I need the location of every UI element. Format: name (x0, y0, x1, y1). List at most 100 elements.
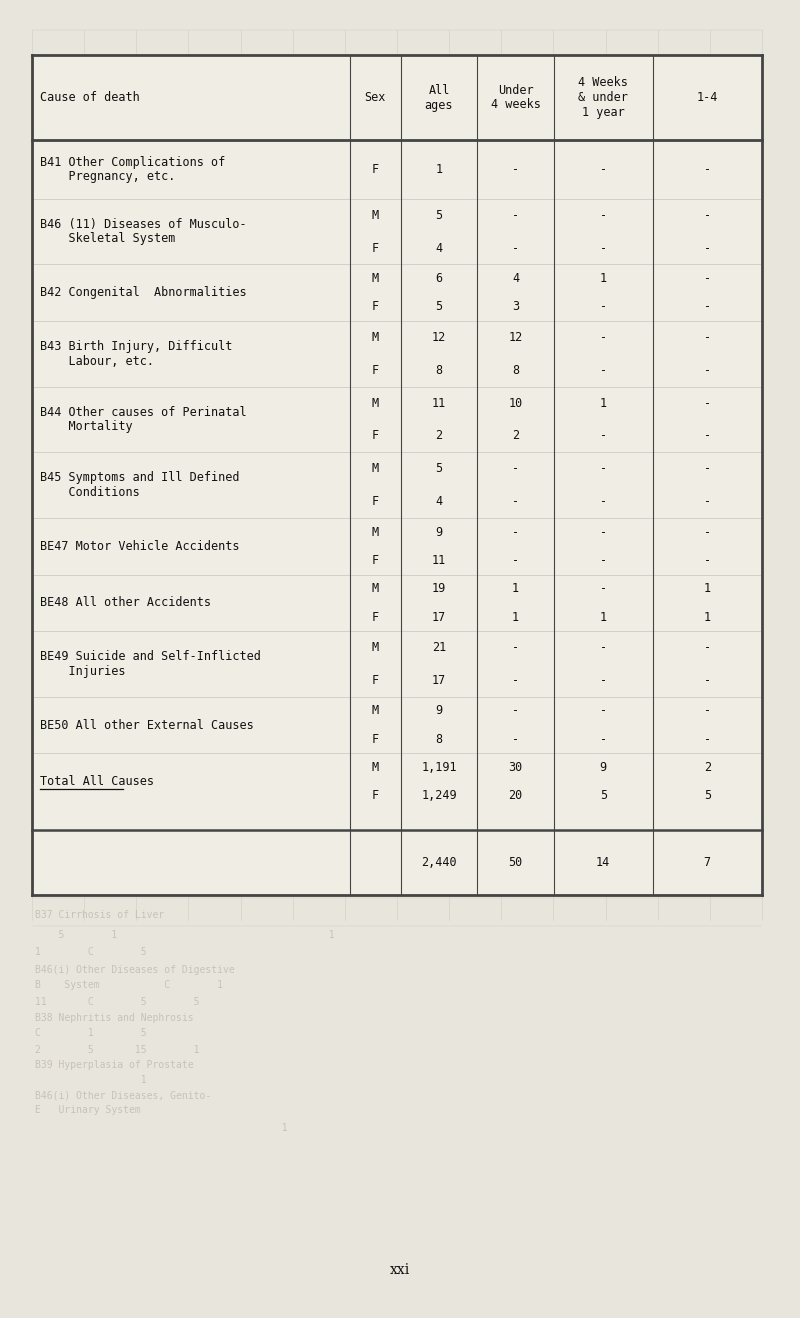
Text: B45 Symptoms and Ill Defined: B45 Symptoms and Ill Defined (40, 472, 239, 485)
Text: 8: 8 (435, 364, 442, 377)
Text: 2,440: 2,440 (421, 855, 457, 869)
Text: -: - (600, 705, 606, 717)
Text: -: - (600, 208, 606, 221)
Text: M: M (371, 331, 378, 344)
Text: C        1        5: C 1 5 (35, 1028, 146, 1039)
Text: Cause of death: Cause of death (40, 91, 140, 104)
Text: 4: 4 (435, 241, 442, 254)
Text: -: - (704, 673, 711, 687)
Text: F: F (371, 789, 378, 803)
Text: M: M (371, 397, 378, 410)
Text: Pregnancy, etc.: Pregnancy, etc. (40, 170, 175, 183)
Text: M: M (371, 526, 378, 539)
Text: -: - (600, 554, 606, 567)
Text: 9: 9 (435, 526, 442, 539)
Text: 1: 1 (600, 397, 606, 410)
Text: B37 Cirrhosis of Liver: B37 Cirrhosis of Liver (35, 909, 164, 920)
Text: Skeletal System: Skeletal System (40, 232, 175, 245)
Text: F: F (371, 241, 378, 254)
Text: 4: 4 (512, 272, 519, 285)
Text: 11: 11 (432, 554, 446, 567)
Text: M: M (371, 583, 378, 596)
Text: Under
4 weeks: Under 4 weeks (490, 83, 541, 112)
Text: -: - (512, 554, 519, 567)
Text: -: - (512, 526, 519, 539)
Text: -: - (600, 583, 606, 596)
Text: Sex: Sex (365, 91, 386, 104)
Text: F: F (371, 610, 378, 623)
Text: B41 Other Complications of: B41 Other Complications of (40, 156, 226, 169)
Text: 1: 1 (512, 610, 519, 623)
Text: 11       C        5        5: 11 C 5 5 (35, 996, 199, 1007)
Text: 20: 20 (509, 789, 522, 803)
Text: -: - (512, 496, 519, 509)
Text: -: - (512, 463, 519, 476)
Text: F: F (371, 364, 378, 377)
Text: 17: 17 (432, 673, 446, 687)
Text: F: F (371, 673, 378, 687)
Text: BE48 All other Accidents: BE48 All other Accidents (40, 596, 211, 609)
Text: -: - (600, 301, 606, 314)
Text: -: - (704, 208, 711, 221)
Text: 6: 6 (435, 272, 442, 285)
Text: B39 Hyperplasia of Prostate: B39 Hyperplasia of Prostate (35, 1060, 194, 1070)
Text: -: - (704, 331, 711, 344)
Text: 9: 9 (435, 705, 442, 717)
Text: -: - (512, 641, 519, 654)
Text: -: - (512, 208, 519, 221)
Text: -: - (704, 430, 711, 443)
Bar (32, 55, 762, 895)
Text: -: - (600, 733, 606, 746)
Text: -: - (704, 641, 711, 654)
Text: BE47 Motor Vehicle Accidents: BE47 Motor Vehicle Accidents (40, 540, 239, 552)
Text: 2: 2 (435, 430, 442, 443)
Text: -: - (600, 364, 606, 377)
Text: 3: 3 (512, 301, 519, 314)
Text: F: F (371, 733, 378, 746)
Text: -: - (704, 733, 711, 746)
Text: -: - (600, 673, 606, 687)
Text: E   Urinary System: E Urinary System (35, 1104, 141, 1115)
Text: 21: 21 (432, 641, 446, 654)
Text: -: - (600, 430, 606, 443)
Text: xxi: xxi (390, 1263, 410, 1277)
Text: 1: 1 (600, 272, 606, 285)
Text: B42 Congenital  Abnormalities: B42 Congenital Abnormalities (40, 286, 246, 299)
Text: 4 Weeks
& under
1 year: 4 Weeks & under 1 year (578, 76, 628, 119)
Text: F: F (371, 496, 378, 509)
Text: -: - (704, 496, 711, 509)
Text: Total All Causes: Total All Causes (40, 775, 154, 788)
Text: F: F (371, 163, 378, 175)
Text: 1: 1 (704, 610, 711, 623)
Text: -: - (704, 463, 711, 476)
Text: M: M (371, 208, 378, 221)
Text: F: F (371, 430, 378, 443)
Text: -: - (512, 163, 519, 175)
Text: -: - (600, 241, 606, 254)
Text: M: M (371, 760, 378, 774)
Text: M: M (371, 641, 378, 654)
Text: 1: 1 (35, 1123, 288, 1133)
Text: 1: 1 (512, 583, 519, 596)
Text: -: - (704, 397, 711, 410)
Text: 14: 14 (596, 855, 610, 869)
Text: 8: 8 (512, 364, 519, 377)
Text: 5        1                                    1: 5 1 1 (35, 931, 334, 940)
Text: -: - (704, 364, 711, 377)
Text: -: - (600, 496, 606, 509)
Text: 1        C        5: 1 C 5 (35, 948, 146, 957)
Text: 2: 2 (512, 430, 519, 443)
Text: Labour, etc.: Labour, etc. (40, 355, 154, 368)
Text: 11: 11 (432, 397, 446, 410)
Text: B44 Other causes of Perinatal: B44 Other causes of Perinatal (40, 406, 246, 419)
Text: 17: 17 (432, 610, 446, 623)
Text: BE49 Suicide and Self-Inflicted: BE49 Suicide and Self-Inflicted (40, 650, 261, 663)
Text: 2        5       15        1: 2 5 15 1 (35, 1045, 199, 1054)
Text: B38 Nephritis and Nephrosis: B38 Nephritis and Nephrosis (35, 1014, 194, 1023)
Text: 2: 2 (704, 760, 711, 774)
Text: 1: 1 (435, 163, 442, 175)
Text: 5: 5 (600, 789, 606, 803)
Text: 1,191: 1,191 (421, 760, 457, 774)
Text: -: - (704, 554, 711, 567)
Text: 5: 5 (435, 463, 442, 476)
